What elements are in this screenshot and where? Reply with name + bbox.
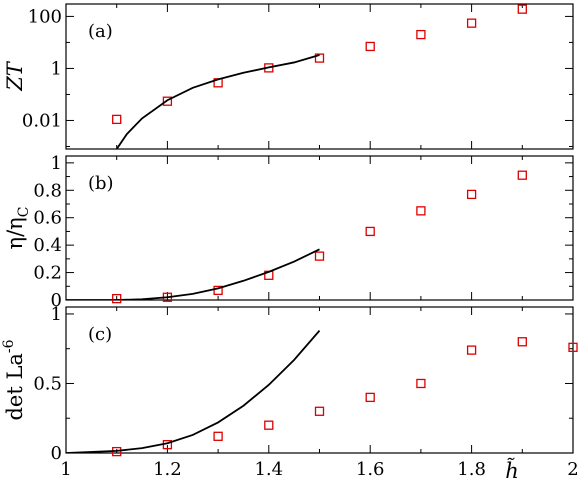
x-tick-label: 1.2 xyxy=(153,459,182,480)
data-point xyxy=(213,431,223,441)
data-point xyxy=(466,345,477,355)
data-point xyxy=(314,251,325,261)
y-tick-label: 0.4 xyxy=(33,235,62,256)
data-point xyxy=(112,293,122,304)
theory-curve xyxy=(115,54,320,149)
panel-label: (b) xyxy=(88,173,114,194)
y-axis-label: det La-6 xyxy=(1,339,27,420)
data-point xyxy=(213,285,223,296)
x-tick-label: 1.4 xyxy=(254,459,283,480)
data-point xyxy=(365,392,375,403)
y-tick-label: 0 xyxy=(51,290,62,311)
y-tick-label: 1 xyxy=(51,153,62,174)
data-point xyxy=(466,189,477,200)
y-axis-label: ZT xyxy=(3,60,27,92)
data-point xyxy=(112,114,122,125)
y-tick-label: 1 xyxy=(51,304,62,325)
data-point xyxy=(314,406,325,416)
x-tick-label: 1.6 xyxy=(356,459,385,480)
theory-curve xyxy=(66,248,320,300)
data-point xyxy=(568,342,578,352)
y-tick-label: 0.5 xyxy=(33,373,62,394)
data-point xyxy=(517,4,527,14)
y-tick-label: 0 xyxy=(51,443,62,464)
data-point xyxy=(365,41,375,52)
y-tick-label: 0.01 xyxy=(22,110,62,131)
y-tick-label: 100 xyxy=(28,6,62,27)
data-point xyxy=(416,206,426,216)
data-point xyxy=(162,96,173,106)
y-axis-label: η/ηC xyxy=(3,207,32,250)
panel-frame xyxy=(65,155,574,301)
panel-label: (c) xyxy=(88,324,112,345)
theory-curve xyxy=(66,330,321,453)
data-point xyxy=(416,29,426,40)
data-point xyxy=(314,53,325,63)
x-tick-label: 2 xyxy=(567,459,578,480)
data-point xyxy=(466,18,477,28)
x-tick-label: 1.8 xyxy=(457,459,486,480)
x-axis-label: h̃ xyxy=(505,458,519,483)
y-tick-label: 0.6 xyxy=(33,208,62,229)
data-point xyxy=(264,420,274,430)
data-point xyxy=(365,226,375,237)
y-tick-label: 1 xyxy=(51,58,62,79)
panel-frame xyxy=(65,3,574,150)
y-tick-label: 0.8 xyxy=(33,180,62,201)
x-tick-label: 1 xyxy=(60,459,71,480)
panel-frame xyxy=(65,306,574,454)
data-point xyxy=(517,170,527,180)
data-point xyxy=(517,337,527,347)
data-point xyxy=(416,378,426,389)
y-tick-label: 0.2 xyxy=(33,263,62,284)
panel-label: (a) xyxy=(88,21,113,42)
